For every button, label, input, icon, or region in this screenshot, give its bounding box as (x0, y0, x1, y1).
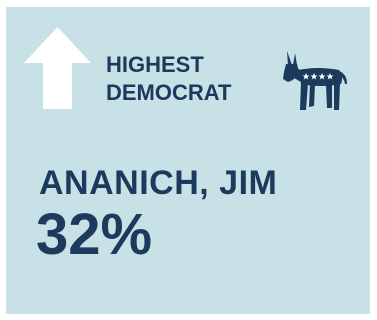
legislator-percent: 32% (36, 202, 153, 267)
category-line-2: DEMOCRAT (106, 80, 232, 105)
up-arrow-icon (24, 27, 91, 109)
category-label: HIGHEST DEMOCRAT (106, 51, 231, 107)
democrat-donkey-icon (283, 51, 347, 110)
legislator-name: ANANICH, JIM (39, 164, 278, 202)
category-line-1: HIGHEST (106, 52, 204, 77)
highest-democrat-card: HIGHEST DEMOCRAT ANANIC (6, 7, 370, 314)
